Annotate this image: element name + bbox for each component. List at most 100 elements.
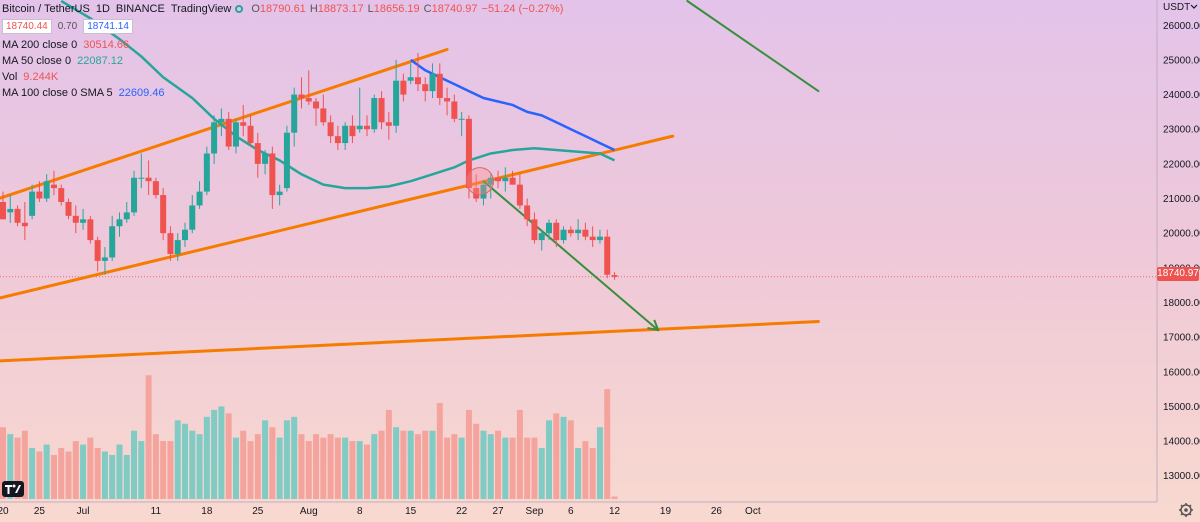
- volume-bar: [560, 416, 567, 499]
- indicator-volume[interactable]: Vol 9.244K: [2, 70, 58, 84]
- candle-body: [182, 229, 188, 241]
- x-tick-label: Oct: [745, 506, 761, 517]
- current-price-label: 18740.97: [1157, 267, 1199, 281]
- candle-body: [101, 257, 108, 261]
- volume-bar: [109, 454, 116, 499]
- volume-bar: [495, 430, 502, 499]
- tradingview-logo-icon[interactable]: [2, 481, 24, 497]
- candle-body: [160, 195, 167, 234]
- candle-body: [131, 177, 138, 213]
- volume-bar: [444, 437, 451, 499]
- trendline-channel-lower: [0, 134, 675, 300]
- indicator-ma50[interactable]: MA 50 close 0 22087.12: [2, 54, 123, 68]
- candle-body: [116, 219, 123, 227]
- volume-bar: [509, 437, 516, 499]
- x-tick-label: 20: [0, 506, 9, 517]
- x-tick-label: 11: [151, 506, 162, 517]
- volume-bar: [196, 434, 203, 499]
- candle-body: [21, 222, 28, 227]
- candle-body: [429, 73, 436, 92]
- symbol-name[interactable]: Bitcoin / TetherUS: [2, 3, 90, 15]
- y-tick-label: 13000.00: [1163, 471, 1200, 482]
- volume-bar: [174, 420, 181, 499]
- y-tick-label: 17000.00: [1163, 333, 1200, 344]
- candle-body: [313, 101, 320, 109]
- volume-bar: [349, 441, 356, 499]
- x-tick-label: 8: [357, 506, 363, 517]
- candle-body: [36, 191, 43, 199]
- spread-label: 0.70: [57, 20, 78, 32]
- volume-bar: [414, 434, 421, 499]
- ohlc-c-label: C: [423, 3, 432, 15]
- candle-body: [385, 122, 392, 126]
- volume-bar: [531, 437, 538, 499]
- y-tick-label: 18000.00: [1163, 298, 1200, 309]
- candle-body: [444, 98, 451, 102]
- candle-body: [211, 122, 218, 154]
- volume-bar: [152, 434, 159, 499]
- candle-body: [407, 77, 414, 81]
- x-tick-label: 22: [456, 506, 468, 517]
- candle-body: [43, 181, 50, 199]
- volume-bar: [465, 409, 472, 499]
- candle-body: [218, 118, 225, 123]
- volume-bar: [21, 430, 28, 499]
- x-tick-label: Aug: [300, 506, 318, 517]
- candle-body: [269, 153, 276, 196]
- volume-bar: [7, 434, 14, 499]
- gear-icon[interactable]: [1178, 502, 1194, 518]
- x-tick-label: 18: [201, 506, 213, 517]
- interval-label[interactable]: 1D: [95, 3, 110, 15]
- candle-body: [575, 229, 582, 234]
- indicator-label: MA 200 close 0: [2, 39, 78, 51]
- candle-body: [152, 181, 159, 196]
- ohlc-close: 18740.97: [431, 3, 478, 15]
- volume-bar: [94, 448, 101, 499]
- volume-bar: [451, 434, 458, 499]
- volume-bar: [232, 437, 239, 499]
- candle-body: [94, 240, 101, 261]
- candle-body: [546, 222, 552, 234]
- y-tick-label: 26000.00: [1163, 21, 1200, 32]
- indicator-ma200[interactable]: MA 200 close 0 30514.66: [2, 38, 129, 52]
- volume-bar: [502, 437, 509, 499]
- candle-body: [465, 118, 472, 189]
- candle-body: [58, 188, 65, 202]
- buy-button[interactable]: 18741.14: [83, 18, 133, 34]
- x-tick-label: 6: [568, 506, 574, 517]
- x-tick-label: 25: [252, 506, 264, 517]
- volume-bar: [538, 448, 545, 499]
- volume-bar: [29, 448, 36, 499]
- volume-bar: [334, 437, 341, 499]
- candle-body: [0, 201, 6, 220]
- ohlc-open: 18790.61: [259, 3, 306, 15]
- trendline-resistance-top-right: [686, 0, 820, 93]
- candle-body: [473, 188, 480, 199]
- candle-body: [14, 208, 21, 223]
- volume-bar: [371, 434, 378, 499]
- x-tick-label: 25: [34, 506, 46, 517]
- volume-bar: [546, 420, 552, 499]
- candle-body: [262, 153, 269, 164]
- candle-body: [400, 80, 407, 95]
- ohlc-change: −51.24 (−0.27%): [481, 3, 564, 15]
- sell-button[interactable]: 18740.44: [2, 18, 52, 34]
- candle-body: [247, 125, 254, 144]
- volume-bar: [596, 427, 603, 499]
- volume-bar: [429, 430, 436, 499]
- candle-body: [283, 132, 290, 189]
- x-tick-label: 27: [492, 506, 504, 517]
- candle-body: [334, 136, 341, 144]
- indicator-ma100[interactable]: MA 100 close 0 SMA 5 22609.46: [2, 86, 165, 100]
- volume-bar: [480, 430, 487, 499]
- candle-body: [524, 205, 531, 220]
- candle-body: [531, 219, 538, 241]
- volume-bar: [218, 406, 225, 499]
- indicator-value: 22087.12: [77, 55, 123, 67]
- volume-bar: [553, 413, 560, 499]
- candle-body: [50, 184, 57, 189]
- candle-body: [87, 219, 94, 241]
- trendline-long-support: [0, 320, 820, 363]
